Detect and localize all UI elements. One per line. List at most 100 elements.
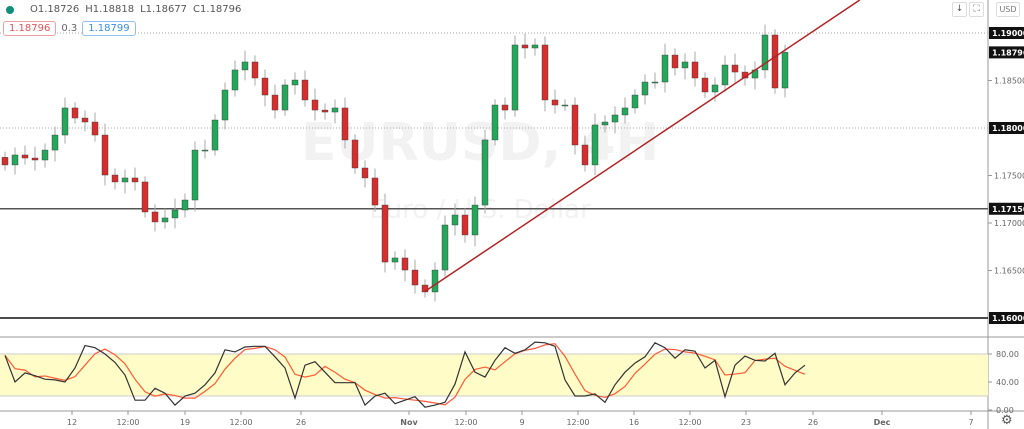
sell-price-button[interactable]: 1.18796 [3,21,57,36]
candle-up [781,52,789,89]
candle-up [611,114,619,123]
candle-up [291,79,299,86]
time-tick-label: Nov [400,418,418,427]
ohlc-legend: O1.18726 H1.18818 L1.18677 C1.18796 [6,4,241,15]
price-tag [989,27,1024,39]
candle-down [551,99,559,106]
candle-up [531,44,539,49]
candle-down [151,211,159,223]
candle-down [351,139,359,169]
time-tick-label: 7 [968,418,973,427]
candle-down [581,144,589,166]
candle-down [411,269,419,286]
candle-up [561,104,569,107]
price-tag-label: 1.18796 [992,48,1024,57]
candle-down [321,109,329,113]
quote-row: 1.18796 0.3 1.18799 [3,21,136,36]
candle-down [571,104,579,146]
stoch-tick-label: 40.00 [996,378,1019,387]
candle-up [61,107,69,136]
candle-up [241,61,249,71]
candle-up [281,84,289,111]
legend-low: L1.18677 [140,4,188,15]
candle-up [661,54,669,83]
candle-up [511,44,519,111]
candle-up [591,124,599,166]
candle-up [201,149,209,152]
currency-button[interactable]: USD [996,2,1020,17]
time-tick-label: 12:00 [116,418,139,427]
time-tick-label: 12:00 [454,418,477,427]
legend-close: C1.18796 [193,4,242,15]
time-tick-label: 12:00 [229,418,252,427]
candle-up [211,119,219,151]
candle-down [521,44,529,49]
price-tag [989,122,1024,134]
candle-down [131,177,139,183]
candle-up [431,269,439,293]
candle-down [21,154,29,159]
watermark-symbol: EURUSD, 4H [301,113,659,173]
candle-down [1,157,9,166]
candle-down [671,54,679,69]
candle-down [341,107,349,141]
candle-up [451,214,459,226]
price-tag [989,312,1024,324]
candle-up [191,149,199,201]
candle-up [331,107,339,113]
candle-down [251,61,259,79]
candle-down [311,99,319,111]
candle-down [541,44,549,101]
candle-down [81,117,89,123]
price-tick-label: 1.16500 [994,267,1024,276]
time-tick-label: 19 [180,418,190,427]
candle-down [731,64,739,73]
candle-down [271,94,279,111]
price-tick-label: 1.17500 [994,172,1024,181]
candle-down [111,174,119,183]
stoch-d-line [4,343,806,406]
price-tag-label: 1.17150 [992,205,1024,214]
gear-icon[interactable]: ⚙ [1001,413,1013,428]
candle-up [651,81,659,84]
stoch-band [0,354,988,396]
arrow-down-icon[interactable]: ↓ [952,2,967,17]
candle-up [391,257,399,263]
legend-open: O1.18726 [30,4,80,15]
candle-up [441,224,449,271]
time-tick-label: 12:00 [566,418,589,427]
candle-up [231,69,239,91]
candle-up [631,94,639,109]
stoch-tick-label: 0.00 [996,406,1014,415]
candle-down [371,177,379,206]
market-status-icon [6,5,14,14]
fit-icon[interactable]: ⛶ [969,2,984,17]
price-tag [989,202,1024,215]
candle-down [461,214,469,236]
spread: 0.3 [61,23,78,34]
candle-up [171,209,179,219]
time-tick-label: 12:00 [678,418,701,427]
candle-up [51,134,59,151]
candle-down [691,61,699,79]
candle-up [641,81,649,96]
candle-up [601,121,609,126]
candle-down [701,77,709,93]
legend-high: H1.18818 [85,4,135,15]
candle-up [41,149,49,161]
candle-up [481,139,489,206]
time-tick-label: 9 [519,418,524,427]
time-tick-label: 12 [67,418,77,427]
candle-up [761,34,769,71]
candle-down [71,107,79,119]
price-tick-label: 1.18500 [994,77,1024,86]
candle-down [381,204,389,263]
candle-up [181,199,189,211]
buy-price-button[interactable]: 1.18799 [82,21,136,36]
time-tick-label: 26 [296,418,306,427]
candle-up [11,154,19,166]
stoch-tick-label: 80.00 [996,350,1019,359]
candle-up [221,89,229,121]
candle-up [161,217,169,223]
